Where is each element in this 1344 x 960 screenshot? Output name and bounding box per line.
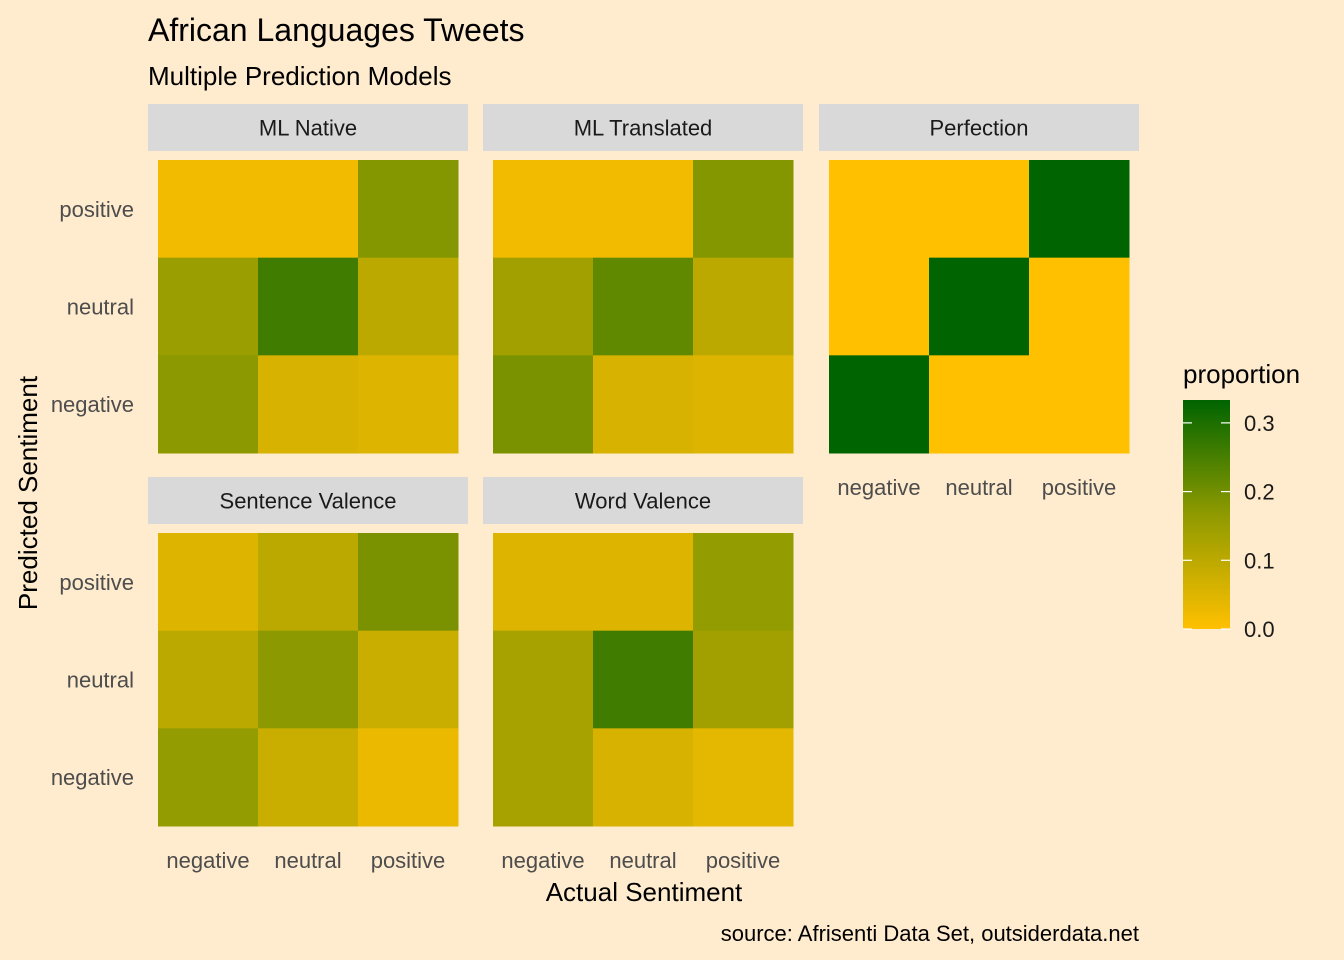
cell-word-valence-neutral-neutral — [593, 630, 694, 729]
panel-ml-translated: ML Translated — [483, 104, 803, 454]
y-tick-label-ml-native-neutral: neutral — [67, 295, 134, 320]
cell-ml-native-negative-neutral — [158, 257, 259, 356]
legend-tick-label-0: 0.0 — [1244, 617, 1275, 642]
cell-ml-native-positive-positive — [358, 160, 459, 259]
cell-ml-translated-negative-neutral — [493, 257, 594, 356]
cell-sentence-valence-neutral-negative — [258, 728, 359, 827]
strip-sentence-valence — [148, 477, 468, 524]
x-tick-label-sentence-valence-neutral: neutral — [274, 848, 341, 873]
panel-word-valence: Word Valence negative neutral positive — [483, 477, 803, 873]
x-tick-label-word-valence-negative: negative — [501, 848, 584, 873]
strip-label-sentence-valence: Sentence Valence — [220, 489, 397, 514]
x-tick-label-perfection-positive: positive — [1042, 475, 1117, 500]
cell-perfection-negative-neutral — [829, 257, 930, 356]
cell-sentence-valence-negative-positive — [158, 533, 259, 632]
cell-ml-translated-neutral-neutral — [593, 257, 694, 356]
cell-ml-translated-neutral-negative — [593, 355, 694, 454]
legend-tick-label-2: 0.2 — [1244, 480, 1275, 505]
cell-perfection-neutral-negative — [929, 355, 1030, 454]
cell-word-valence-positive-neutral — [693, 630, 794, 729]
strip-label-word-valence: Word Valence — [575, 489, 711, 514]
cell-sentence-valence-positive-negative — [358, 728, 459, 827]
cell-ml-translated-neutral-positive — [593, 160, 694, 259]
legend-layer: 0.0 0.1 0.2 0.3 — [1183, 400, 1275, 642]
x-tick-label-sentence-valence-positive: positive — [371, 848, 446, 873]
chart-caption: source: Afrisenti Data Set, outsiderdata… — [721, 921, 1139, 946]
y-tick-label-sentence-valence-positive: positive — [59, 570, 134, 595]
cell-ml-native-neutral-neutral — [258, 257, 359, 356]
x-tick-label-perfection-neutral: neutral — [945, 475, 1012, 500]
cell-word-valence-negative-positive — [493, 533, 594, 632]
strip-label-ml-native: ML Native — [259, 116, 357, 141]
cell-ml-translated-positive-negative — [693, 355, 794, 454]
legend-colorbar — [1183, 400, 1230, 629]
x-tick-label-word-valence-neutral: neutral — [609, 848, 676, 873]
cell-sentence-valence-negative-neutral — [158, 630, 259, 729]
cell-word-valence-positive-negative — [693, 728, 794, 827]
cell-sentence-valence-neutral-neutral — [258, 630, 359, 729]
chart-subtitle: Multiple Prediction Models — [148, 61, 451, 91]
chart-title: African Languages Tweets — [148, 12, 525, 48]
cell-ml-native-neutral-positive — [258, 160, 359, 259]
cell-ml-native-positive-negative — [358, 355, 459, 454]
cell-sentence-valence-positive-positive — [358, 533, 459, 632]
y-tick-label-ml-native-negative: negative — [51, 392, 134, 417]
strip-label-perfection: Perfection — [929, 116, 1028, 141]
cell-word-valence-negative-negative — [493, 728, 594, 827]
cell-word-valence-positive-positive — [693, 533, 794, 632]
cell-ml-native-negative-positive — [158, 160, 259, 259]
cell-perfection-positive-neutral — [1029, 257, 1130, 356]
cell-perfection-positive-negative — [1029, 355, 1130, 454]
x-tick-label-word-valence-positive: positive — [706, 848, 781, 873]
cell-ml-native-negative-negative — [158, 355, 259, 454]
cell-ml-translated-positive-neutral — [693, 257, 794, 356]
cell-perfection-negative-positive — [829, 160, 930, 259]
cell-word-valence-neutral-negative — [593, 728, 694, 827]
y-tick-label-sentence-valence-negative: negative — [51, 765, 134, 790]
cell-sentence-valence-neutral-positive — [258, 533, 359, 632]
y-tick-label-sentence-valence-neutral: neutral — [67, 668, 134, 693]
cell-ml-translated-negative-negative — [493, 355, 594, 454]
strip-ml-native — [148, 104, 468, 151]
legend-title: proportion — [1183, 359, 1300, 389]
strip-label-ml-translated: ML Translated — [574, 116, 713, 141]
panels-layer: ML Native negative neutral positive ML Trans… — [51, 104, 1139, 873]
x-tick-label-sentence-valence-negative: negative — [166, 848, 249, 873]
cell-ml-translated-positive-positive — [693, 160, 794, 259]
panel-sentence-valence: Sentence Valence negative neutral positive n… — [51, 477, 468, 873]
cell-ml-native-positive-neutral — [358, 257, 459, 356]
legend-tick-label-3: 0.3 — [1244, 411, 1275, 436]
cell-word-valence-neutral-positive — [593, 533, 694, 632]
cell-ml-translated-negative-positive — [493, 160, 594, 259]
cell-perfection-neutral-positive — [929, 160, 1030, 259]
y-axis-title: Predicted Sentiment — [13, 375, 43, 610]
panel-ml-native: ML Native negative neutral positive — [51, 104, 468, 454]
cell-sentence-valence-negative-negative — [158, 728, 259, 827]
cell-word-valence-negative-neutral — [493, 630, 594, 729]
strip-word-valence — [483, 477, 803, 524]
cell-perfection-neutral-neutral — [929, 257, 1030, 356]
cell-sentence-valence-positive-neutral — [358, 630, 459, 729]
x-tick-label-perfection-negative: negative — [837, 475, 920, 500]
cell-perfection-negative-negative — [829, 355, 930, 454]
panel-perfection: Perfection negative neutral positive — [819, 104, 1139, 500]
x-axis-title: Actual Sentiment — [546, 877, 743, 907]
cell-ml-native-neutral-negative — [258, 355, 359, 454]
strip-ml-translated — [483, 104, 803, 151]
legend-tick-label-1: 0.1 — [1244, 548, 1275, 573]
cell-perfection-positive-positive — [1029, 160, 1130, 259]
strip-perfection — [819, 104, 1139, 151]
y-tick-label-ml-native-positive: positive — [59, 197, 134, 222]
